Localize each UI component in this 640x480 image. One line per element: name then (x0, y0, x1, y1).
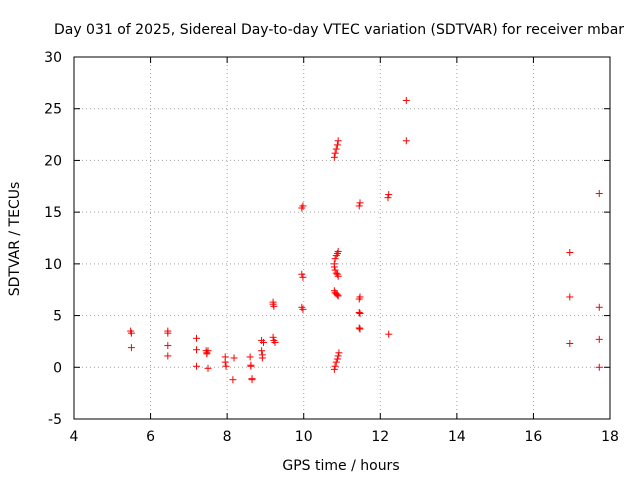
data-point (385, 191, 393, 199)
data-point (595, 190, 603, 198)
data-point (331, 255, 339, 263)
data-point (221, 358, 229, 366)
data-point (330, 263, 338, 271)
y-tick-label: 5 (53, 309, 62, 325)
data-point (356, 325, 364, 333)
data-point (333, 291, 341, 299)
y-tick-labels: -5 0 5 10 15 20 25 30 (44, 50, 62, 428)
data-point (334, 292, 342, 300)
data-point (356, 293, 364, 301)
plot-frame (73, 56, 611, 420)
data-point (334, 247, 342, 255)
data-point (230, 354, 238, 362)
data-point (566, 293, 574, 301)
data-point (299, 305, 307, 313)
data-point (299, 202, 307, 210)
data-point (164, 352, 172, 360)
data-point (385, 330, 393, 338)
data-point (258, 347, 266, 355)
y-tick-label: 0 (53, 360, 62, 376)
data-point (356, 199, 364, 207)
data-point (298, 270, 306, 278)
data-point (355, 324, 363, 332)
data-point (193, 346, 201, 354)
x-tick-label: 12 (371, 429, 389, 445)
y-tick-label: 30 (44, 50, 62, 66)
axis-ticks (73, 56, 611, 420)
data-point (271, 338, 279, 346)
data-point (355, 202, 363, 210)
data-point (356, 310, 364, 318)
data-point (247, 362, 255, 370)
x-axis-label: GPS time / hours (282, 458, 399, 474)
data-point (595, 363, 603, 371)
data-point (270, 302, 278, 310)
data-point (193, 362, 201, 370)
data-point (332, 145, 340, 153)
y-tick-label: 10 (44, 257, 62, 273)
data-point (222, 362, 230, 370)
data-point (127, 344, 135, 352)
x-tick-label: 10 (295, 429, 313, 445)
y-tick-label: -5 (48, 412, 62, 428)
data-point (595, 303, 603, 311)
data-point (402, 96, 410, 104)
data-point (333, 355, 341, 363)
data-point (258, 354, 266, 362)
data-point (246, 353, 254, 361)
data-point (335, 349, 343, 357)
data-point (333, 141, 341, 149)
data-point (193, 334, 201, 342)
data-point (355, 308, 363, 316)
x-tick-label: 18 (601, 429, 619, 445)
data-point (402, 137, 410, 145)
data-points (127, 96, 603, 384)
x-tick-label: 16 (525, 429, 543, 445)
chart-title: Day 031 of 2025, Sidereal Day-to-day VTE… (54, 22, 624, 38)
x-tick-label: 14 (448, 429, 466, 445)
data-point (248, 376, 256, 384)
data-point (260, 338, 268, 346)
data-point (127, 329, 135, 337)
data-point (334, 272, 342, 280)
x-tick-label: 6 (146, 429, 155, 445)
data-point (334, 137, 342, 145)
data-point (334, 352, 342, 360)
data-point (203, 350, 211, 358)
data-point (332, 269, 340, 277)
data-point (566, 339, 574, 347)
data-point (299, 273, 307, 281)
y-tick-label: 15 (44, 205, 62, 221)
data-point (330, 153, 338, 161)
data-point (332, 358, 340, 366)
data-point (164, 342, 172, 350)
data-point (331, 266, 339, 274)
data-point (384, 194, 392, 202)
data-point (164, 329, 172, 337)
data-point (330, 365, 338, 373)
data-point (229, 376, 237, 384)
data-point (269, 333, 277, 341)
data-point (595, 335, 603, 343)
data-point (331, 362, 339, 370)
data-point (566, 248, 574, 256)
grid-lines (74, 57, 610, 419)
y-tick-label: 20 (44, 153, 62, 169)
data-point (204, 347, 212, 355)
y-axis-label: SDTVAR / TECUs (7, 182, 23, 297)
x-tick-label: 8 (223, 429, 232, 445)
x-tick-labels: 4 6 8 10 12 14 16 18 (70, 429, 619, 445)
data-point (204, 364, 212, 372)
x-tick-label: 4 (70, 429, 79, 445)
y-tick-label: 25 (44, 102, 62, 118)
data-point (331, 149, 339, 157)
